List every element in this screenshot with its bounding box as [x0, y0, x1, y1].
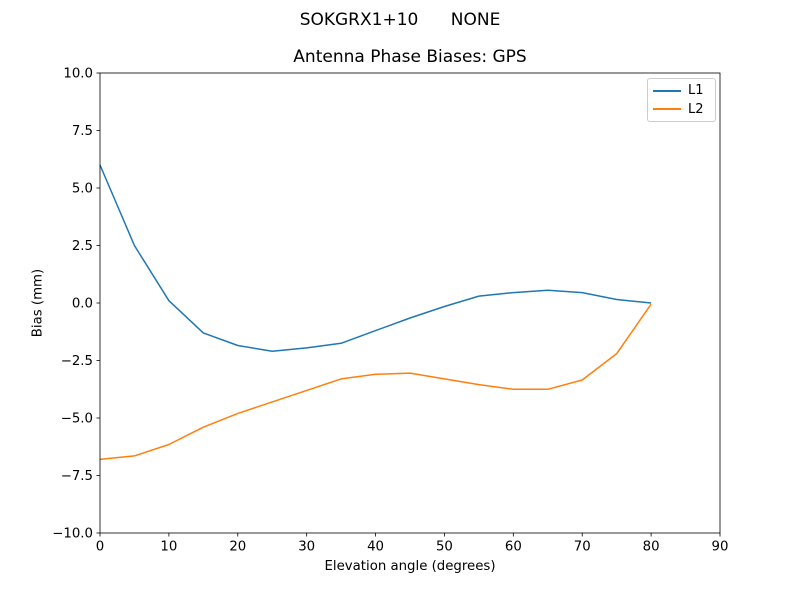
- x-axis-label: Elevation angle (degrees): [324, 559, 496, 574]
- y-tick-label: 2.5: [72, 239, 93, 254]
- y-tick-label: −2.5: [61, 354, 93, 369]
- x-tick-label: 80: [643, 540, 660, 555]
- legend-item-l1: L1: [653, 84, 710, 97]
- x-tick-label: 50: [436, 540, 453, 555]
- legend-line-l2: [653, 108, 681, 111]
- y-tick-label: −5.0: [61, 412, 93, 427]
- x-tick-label: 90: [712, 540, 729, 555]
- y-tick-label: 0.0: [72, 297, 93, 312]
- x-tick-label: 10: [160, 540, 177, 555]
- y-tick-label: −10.0: [52, 527, 93, 542]
- x-tick-label: 40: [367, 540, 384, 555]
- x-tick-label: 60: [505, 540, 522, 555]
- y-tick-label: 10.0: [63, 67, 93, 82]
- x-tick-label: 30: [298, 540, 315, 555]
- figure-suptitle: SOKGRX1+10 NONE: [299, 10, 501, 30]
- x-tick-label: 20: [229, 540, 246, 555]
- legend-item-l2: L2: [653, 103, 710, 116]
- y-tick-label: −7.5: [61, 469, 93, 484]
- legend-label-l2: L2: [688, 101, 704, 117]
- y-tick-label: 5.0: [72, 182, 93, 197]
- series-line-l1: [99, 164, 652, 353]
- axes-frame: [99, 72, 721, 534]
- axes-title: Antenna Phase Biases: GPS: [293, 47, 527, 67]
- legend-line-l1: [653, 89, 681, 92]
- x-tick-label: 70: [574, 540, 591, 555]
- legend-label-l1: L1: [688, 83, 704, 99]
- y-axis-label: Bias (mm): [30, 268, 46, 338]
- y-tick-label: 7.5: [72, 124, 93, 139]
- legend: L1 L2: [647, 78, 716, 122]
- series-line-l2: [99, 303, 652, 461]
- x-tick-label: 0: [96, 540, 104, 555]
